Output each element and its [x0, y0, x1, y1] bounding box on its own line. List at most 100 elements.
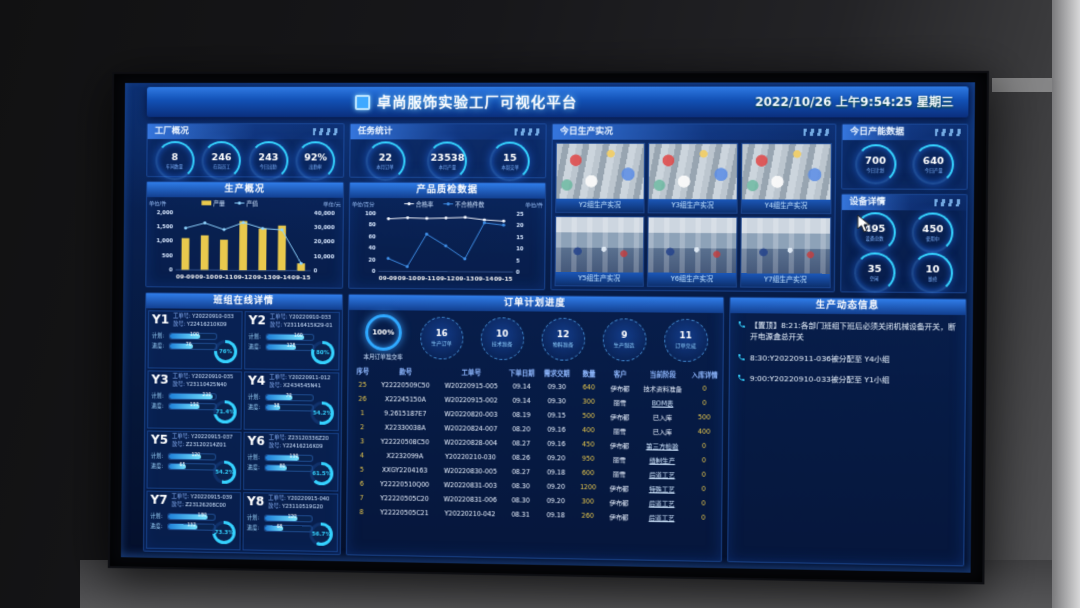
table-cell: Y22220510Q00 [380, 480, 430, 489]
column-header: 需求交期 [543, 370, 570, 379]
panel-title: 班组在线详情 [146, 293, 343, 310]
column-header: 客户 [613, 371, 627, 379]
progress-label: 进度: [247, 464, 260, 471]
table-cell: Y20220210-030 [445, 453, 496, 461]
table-cell: 缝制生产 [636, 452, 688, 467]
stat-value: 15 [502, 152, 517, 164]
video-feed[interactable]: Y7组生产实况 [740, 216, 832, 289]
stage-link[interactable]: BOM表 [651, 399, 674, 408]
stat-circle: 246 在岗员工 [201, 141, 242, 181]
team-name: Y8 [246, 494, 265, 509]
wall-highlight [992, 78, 1052, 92]
stage-link[interactable]: 第三方检验 [646, 442, 679, 451]
table-cell: 0 [702, 399, 707, 407]
dashboard-screen: 卓尚服饰实验工厂可视化平台 2022/10/26 上午9:54:25 星期三 工… [107, 70, 990, 585]
phone-icon [738, 321, 746, 328]
progress-bar: 80 [264, 463, 314, 472]
svg-text:5: 5 [516, 258, 520, 264]
team-style-no: 款号: Y22416210K09 [173, 321, 227, 328]
message-text: 【置顶】8:21:各部门班组下班后必须关闭机械设备开关，断开电源盒总开关 [750, 320, 956, 342]
stat-ring: 640 今日产量 [912, 144, 955, 185]
message-text: 9:00:Y20220910-033被分配至 Y1小组 [749, 373, 890, 385]
video-feed[interactable]: Y2组生产实况 [555, 142, 646, 214]
panel-title: 今日生产实况 [552, 124, 836, 141]
team-card: Y7 工单号: Y20220915-039 款号: Z23126208C00 计… [146, 490, 242, 551]
table-cell: 500 [582, 412, 595, 420]
table-cell: W20220831-006 [443, 495, 497, 504]
table-cell: 0 [701, 499, 706, 507]
plan-label: 计划: [248, 333, 261, 341]
svg-text:单位/件: 单位/件 [525, 202, 543, 209]
svg-text:80: 80 [369, 222, 377, 228]
stat-label: 车间数量 [166, 164, 184, 170]
svg-text:1,000: 1,000 [156, 239, 173, 245]
stat-ring: 35 空闲 [853, 252, 896, 293]
platform-logo-icon [355, 94, 371, 110]
video-feed-label: Y3组生产实况 [648, 199, 737, 213]
stat-label: 在岗员工 [212, 164, 231, 170]
stage-link[interactable]: 后道工艺 [648, 514, 675, 522]
svg-text:09-12: 09-12 [436, 276, 455, 282]
progress-bar: 38 [264, 403, 314, 412]
table-cell: 08.20 [512, 425, 531, 433]
progress-bar: 76 [168, 342, 218, 350]
header-bar: 卓尚服饰实验工厂可视化平台 2022/10/26 上午9:54:25 星期三 [146, 86, 969, 118]
team-card: Y6 工单号: Z23120336Z20 款号: Y22416216K09 计划… [243, 431, 339, 492]
video-feed[interactable]: Y4组生产实况 [740, 142, 832, 215]
video-feed[interactable]: Y5组生产实况 [554, 215, 645, 287]
svg-text:09-11: 09-11 [417, 276, 436, 282]
svg-text:30,000: 30,000 [314, 225, 335, 231]
svg-text:0: 0 [372, 269, 376, 275]
table-cell: 4 [359, 451, 365, 460]
stage-link[interactable]: 特殊工艺 [648, 485, 675, 494]
panel-title: 产品质检数据 [350, 182, 546, 199]
panel-teams-online: 班组在线详情 Y1 工单号: Y20220910-033 款号: Y224162… [142, 292, 344, 556]
table-cell: 08.27 [511, 468, 531, 476]
stat-circle: 23538 本月产量 [427, 141, 468, 182]
table-cell: 伊布都 [609, 499, 629, 507]
table-cell: 1200 [579, 483, 597, 491]
svg-text:25: 25 [516, 211, 524, 217]
plan-label: 计划: [247, 394, 261, 401]
stage-link[interactable]: 缝制生产 [649, 457, 676, 465]
plan-bar: 130 [264, 453, 314, 462]
progress-label: 进度: [150, 523, 163, 530]
plan-bar: 180 [167, 512, 216, 521]
video-feed[interactable]: Y6组生产实况 [646, 216, 738, 288]
table-cell: 技术资料准备 [643, 385, 683, 394]
plan-bar: 160 [265, 333, 315, 341]
table-cell: 后道工艺 [636, 467, 688, 482]
video-feed-label: Y4组生产实况 [741, 199, 831, 214]
progress-bar: 128 [265, 343, 315, 351]
table-cell: 7 [359, 494, 364, 502]
stat-circle: 450 使用中 [911, 212, 954, 253]
video-feed[interactable]: Y3组生产实况 [647, 142, 739, 214]
video-frame [741, 217, 831, 274]
team-card: Y4 工单号: Y20220911-012 款号: X2434545N41 计划… [243, 371, 340, 432]
stat-value: 35 [867, 263, 882, 275]
stat-ring: 246 在岗员工 [201, 141, 242, 181]
message-item: 【置顶】8:21:各部门班组下班后必须关闭机械设备开关，断开电源盒总开关 [737, 319, 957, 344]
svg-text:09-09: 09-09 [379, 276, 398, 282]
video-frame [555, 217, 644, 273]
progress-bar: 132 [167, 522, 216, 531]
stat-value: 243 [258, 151, 279, 163]
table-cell: 伊布都 [609, 513, 629, 522]
message-item: 9:00:Y20220910-033被分配至 Y1小组 [737, 373, 957, 387]
stat-ring: 10 维修 [911, 252, 954, 294]
video-frame [556, 143, 645, 200]
table-cell: 600 [581, 469, 595, 477]
stage-link[interactable]: 后道工艺 [648, 499, 675, 508]
table-cell: 400 [582, 426, 595, 434]
svg-text:0: 0 [314, 269, 318, 275]
table-cell: 08.30 [511, 482, 530, 490]
stat-value: 10 [925, 263, 940, 276]
stat-value: 246 [211, 151, 232, 163]
table-cell: Y22220505C21 [380, 508, 429, 517]
phone-icon [738, 353, 745, 361]
table-cell: Y22220505C20 [380, 494, 429, 503]
table-cell: 09.20 [546, 454, 566, 462]
table-cell: 09.20 [546, 497, 565, 505]
stage-link[interactable]: 后道工艺 [649, 471, 675, 479]
table-cell: 640 [582, 383, 596, 392]
